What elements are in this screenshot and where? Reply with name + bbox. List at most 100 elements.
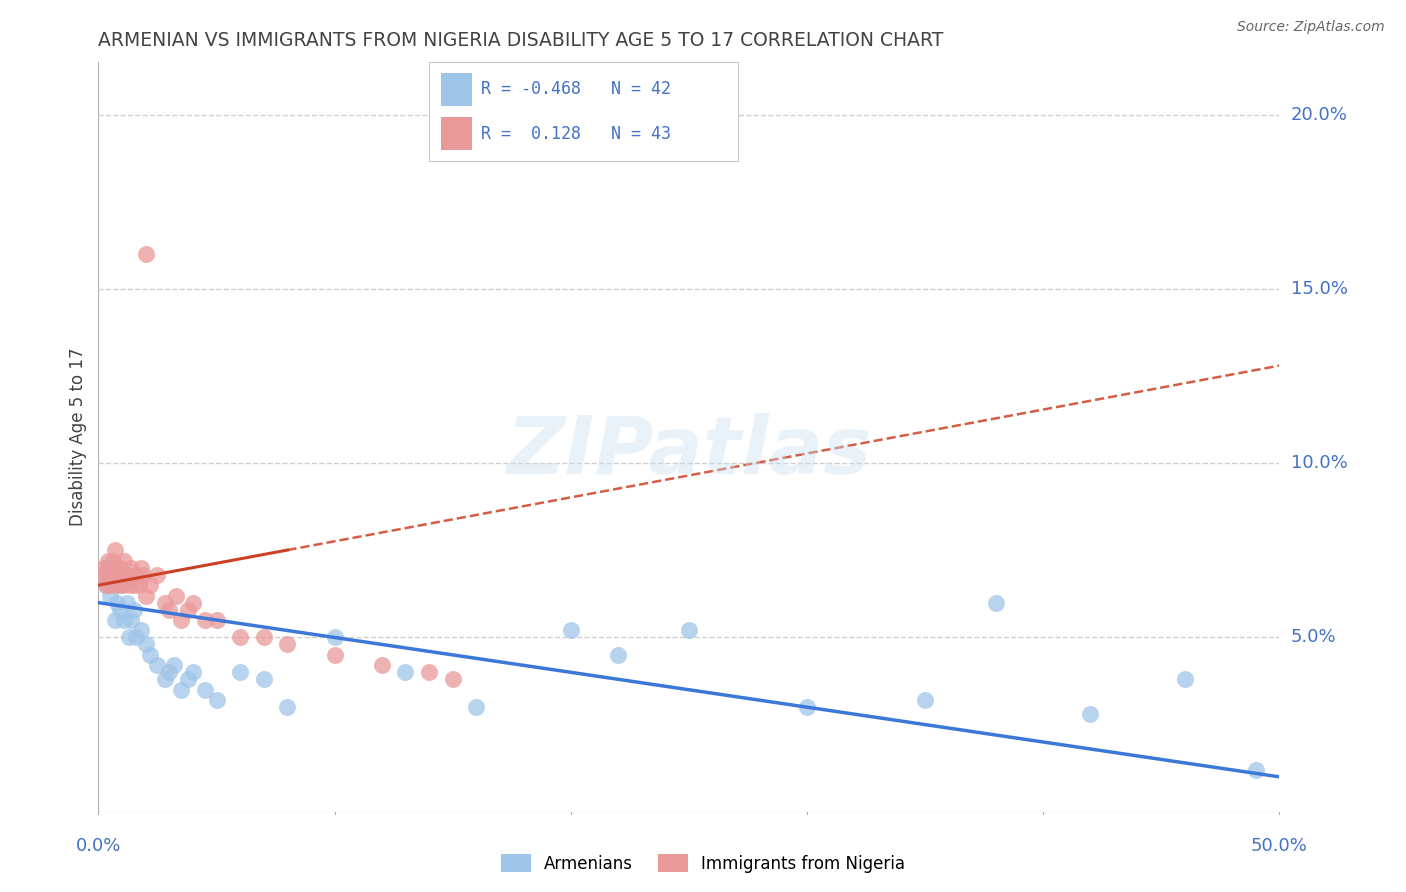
Point bbox=[129, 624, 152, 638]
Text: 10.0%: 10.0% bbox=[1291, 454, 1347, 472]
Point bbox=[177, 602, 200, 616]
Point bbox=[229, 665, 252, 680]
Point bbox=[108, 602, 131, 616]
Point bbox=[205, 613, 228, 627]
Point bbox=[105, 596, 128, 610]
Point bbox=[90, 567, 112, 582]
Point bbox=[796, 700, 818, 714]
Point bbox=[97, 567, 120, 582]
Point bbox=[607, 648, 630, 662]
Point bbox=[170, 613, 193, 627]
Point bbox=[181, 665, 204, 680]
Point bbox=[163, 658, 186, 673]
Point bbox=[104, 543, 127, 558]
Point bbox=[115, 596, 138, 610]
Point bbox=[157, 665, 180, 680]
Point bbox=[371, 658, 394, 673]
Point bbox=[122, 602, 145, 616]
Point bbox=[125, 631, 148, 645]
Point bbox=[105, 567, 128, 582]
Point bbox=[111, 578, 134, 592]
Point bbox=[323, 631, 346, 645]
Point bbox=[94, 578, 117, 592]
Point bbox=[229, 631, 252, 645]
Text: ZIPatlas: ZIPatlas bbox=[506, 413, 872, 491]
Point bbox=[104, 561, 127, 575]
Point bbox=[128, 578, 150, 592]
Point bbox=[135, 247, 157, 261]
Point bbox=[129, 561, 152, 575]
Point bbox=[105, 578, 128, 592]
Point bbox=[108, 561, 131, 575]
Point bbox=[101, 554, 124, 568]
Bar bbox=[441, 118, 472, 150]
Text: 20.0%: 20.0% bbox=[1291, 106, 1347, 124]
Point bbox=[111, 578, 134, 592]
Point bbox=[98, 589, 121, 603]
Point bbox=[177, 673, 200, 687]
Point bbox=[118, 631, 141, 645]
Point bbox=[194, 682, 217, 697]
Point bbox=[91, 567, 114, 582]
Point bbox=[104, 613, 127, 627]
Text: ARMENIAN VS IMMIGRANTS FROM NIGERIA DISABILITY AGE 5 TO 17 CORRELATION CHART: ARMENIAN VS IMMIGRANTS FROM NIGERIA DISA… bbox=[98, 30, 943, 50]
Point bbox=[1174, 673, 1197, 687]
Point bbox=[111, 567, 134, 582]
Point bbox=[101, 567, 124, 582]
Point bbox=[122, 578, 145, 592]
Point bbox=[441, 673, 464, 687]
Point bbox=[418, 665, 440, 680]
Point bbox=[170, 682, 193, 697]
Point bbox=[118, 578, 141, 592]
Y-axis label: Disability Age 5 to 17: Disability Age 5 to 17 bbox=[69, 348, 87, 526]
Point bbox=[165, 589, 187, 603]
Point bbox=[146, 567, 169, 582]
Legend: Armenians, Immigrants from Nigeria: Armenians, Immigrants from Nigeria bbox=[494, 847, 912, 880]
Point bbox=[139, 578, 162, 592]
Point bbox=[194, 613, 217, 627]
Point bbox=[94, 578, 117, 592]
Point bbox=[253, 673, 276, 687]
Point bbox=[121, 613, 143, 627]
Point bbox=[153, 596, 176, 610]
Point bbox=[914, 693, 936, 707]
Point bbox=[394, 665, 416, 680]
Text: 5.0%: 5.0% bbox=[1291, 629, 1336, 647]
Point bbox=[146, 658, 169, 673]
Point bbox=[157, 602, 180, 616]
Point bbox=[132, 567, 155, 582]
Point bbox=[139, 648, 162, 662]
Point bbox=[98, 578, 121, 592]
Point bbox=[101, 567, 124, 582]
Point bbox=[560, 624, 582, 638]
Bar bbox=[441, 73, 472, 105]
Text: 0.0%: 0.0% bbox=[76, 837, 121, 855]
Text: 50.0%: 50.0% bbox=[1251, 837, 1308, 855]
Point bbox=[253, 631, 276, 645]
Point bbox=[1244, 763, 1267, 777]
Point bbox=[465, 700, 488, 714]
Point bbox=[181, 596, 204, 610]
Point bbox=[323, 648, 346, 662]
Point bbox=[91, 561, 114, 575]
Point bbox=[205, 693, 228, 707]
Point bbox=[97, 561, 120, 575]
Text: R = -0.468   N = 42: R = -0.468 N = 42 bbox=[481, 80, 672, 98]
Point bbox=[135, 589, 157, 603]
Text: 15.0%: 15.0% bbox=[1291, 280, 1347, 298]
Point bbox=[135, 637, 157, 651]
Point bbox=[97, 554, 120, 568]
Point bbox=[125, 567, 148, 582]
Point bbox=[153, 673, 176, 687]
Point bbox=[112, 613, 135, 627]
Point bbox=[984, 596, 1007, 610]
Point bbox=[121, 561, 143, 575]
Text: Source: ZipAtlas.com: Source: ZipAtlas.com bbox=[1237, 20, 1385, 34]
Point bbox=[276, 700, 298, 714]
Point bbox=[115, 567, 138, 582]
Point bbox=[678, 624, 700, 638]
Point bbox=[276, 637, 298, 651]
Text: R =  0.128   N = 43: R = 0.128 N = 43 bbox=[481, 125, 672, 143]
Point bbox=[1080, 707, 1102, 722]
Point bbox=[112, 554, 135, 568]
